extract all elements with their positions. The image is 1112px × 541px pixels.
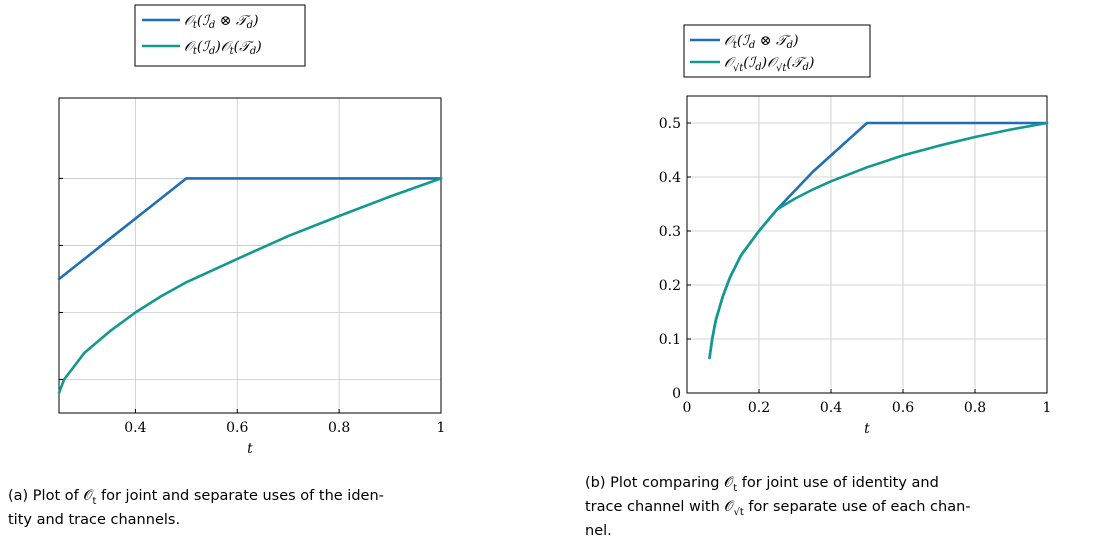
chart-b-xtick-label-3: 0.6 (892, 400, 914, 416)
chart-b-ytick-label-3: 0.3 (659, 224, 681, 240)
chart-b-frame (686, 95, 1048, 394)
chart-b-series-1-line (708, 121, 1049, 360)
chart-a-series (57, 177, 443, 395)
chart-b-series (708, 121, 1049, 360)
caption-b-line-3: nel. (585, 522, 612, 539)
chart-a-series-1-line (57, 177, 443, 281)
chart-a-xtick-label-0: 0.4 (124, 420, 146, 436)
chart-a-legend-label-1: 𝒪t(ℐd ⊗ 𝒯d) (184, 13, 259, 31)
chart-b-xtick-label-1: 0.2 (748, 400, 770, 416)
caption-b: (b) Plot comparing 𝒪t for joint use of i… (585, 474, 1105, 541)
chart-b-ticks: 0 0.2 0.4 0.6 0.8 1 0 0.1 0.2 0.3 0.4 0.5 (659, 116, 1052, 416)
chart-b-ytick-label-2: 0.2 (659, 278, 681, 294)
chart-b-xtick-label-5: 1 (1043, 400, 1052, 416)
chart-b-xtick-label-4: 0.8 (964, 400, 986, 416)
chart-a-frame (58, 97, 442, 414)
chart-b-xtick-label-0: 0 (683, 400, 692, 416)
caption-b-line-2: trace channel with 𝒪√t for separate use … (585, 498, 971, 518)
chart-a: 0.4 0.6 0.8 1 t 𝒪t(ℐd ⊗ 𝒯d) 𝒪t(ℐd)𝒪t(𝒯d) (57, 4, 446, 457)
chart-b-ytick-label-5: 0.5 (659, 116, 681, 132)
chart-b-ytick-label-4: 0.4 (659, 170, 681, 186)
chart-b-legend-box (683, 24, 871, 78)
chart-b-legend-label-1: 𝒪t(ℐd ⊗ 𝒯d) (724, 33, 799, 51)
chart-b-legend: 𝒪t(ℐd ⊗ 𝒯d) 𝒪√t(ℐd)𝒪√t(𝒯d) (683, 24, 871, 78)
chart-b-ytick-label-1: 0.1 (659, 332, 681, 348)
caption-a-line-1: (a) Plot of 𝒪t for joint and separate us… (8, 488, 384, 507)
chart-a-series-2-line (57, 177, 443, 395)
chart-a-xtick-label-3: 1 (437, 420, 446, 436)
chart-a-legend-box (134, 4, 306, 67)
chart-a-grid (59, 98, 442, 413)
chart-b-xlabel: t (864, 421, 870, 437)
caption-b-line-1: (b) Plot comparing 𝒪t for joint use of i… (585, 475, 939, 494)
chart-b-ytick-label-0: 0 (672, 386, 681, 402)
caption-a: (a) Plot of 𝒪t for joint and separate us… (8, 487, 528, 530)
caption-a-line-2: tity and trace channels. (8, 511, 181, 528)
chart-b: 0 0.2 0.4 0.6 0.8 1 0 0.1 0.2 0.3 0.4 0.5 t 𝒪t(ℐd ⊗… (659, 24, 1052, 437)
chart-b-grid (686, 96, 1048, 394)
chart-a-xtick-label-1: 0.6 (226, 420, 248, 436)
chart-b-xtick-label-2: 0.4 (820, 400, 842, 416)
chart-a-legend: 𝒪t(ℐd ⊗ 𝒯d) 𝒪t(ℐd)𝒪t(𝒯d) (134, 4, 306, 67)
chart-a-xlabel: t (247, 441, 253, 457)
chart-b-series-2-line (708, 121, 1049, 360)
chart-a-xtick-label-2: 0.8 (328, 420, 350, 436)
chart-a-ticks: 0.4 0.6 0.8 1 (59, 177, 446, 436)
